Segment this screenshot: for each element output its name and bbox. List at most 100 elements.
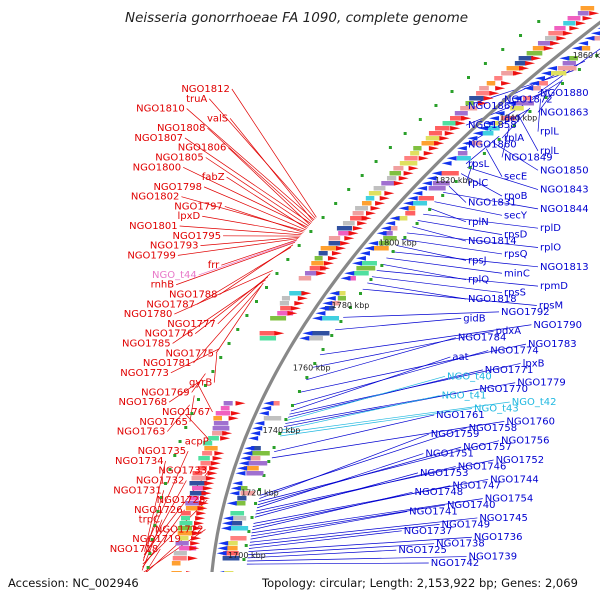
reverse-arrow <box>232 481 243 486</box>
forward-arrow <box>189 546 200 551</box>
forward-arrow <box>450 126 461 131</box>
label-connector <box>492 142 539 171</box>
gene-block <box>441 171 459 176</box>
forward-arrow <box>336 246 347 251</box>
label-connector <box>226 176 307 229</box>
reverse-arrow <box>261 406 272 411</box>
label-connector <box>184 137 312 224</box>
right-gene-label: pdxA <box>496 326 522 337</box>
left-gene-label: NGO1731 <box>113 485 162 496</box>
gene-block <box>562 61 576 66</box>
right-gene-label: rpoB <box>504 191 528 202</box>
left-gene-label: NGO1798 <box>153 182 202 193</box>
gene-block <box>336 226 352 231</box>
left-gene-label: NGO1734 <box>115 456 164 467</box>
gene-block <box>548 71 567 76</box>
forward-arrow <box>187 556 198 561</box>
label-connector <box>185 413 211 442</box>
reverse-arrow <box>523 86 534 91</box>
label-connector <box>362 288 537 306</box>
left-gene-label: NGO1788 <box>169 290 218 301</box>
label-connector <box>143 480 187 559</box>
reverse-arrow <box>237 466 248 471</box>
right-gene-label: NGO1751 <box>425 449 474 460</box>
reverse-arrow <box>258 411 269 416</box>
gene-block <box>378 241 390 246</box>
forward-arrow <box>235 401 246 406</box>
gene-block <box>545 36 558 41</box>
reverse-arrow <box>226 501 237 506</box>
label-connector <box>251 498 483 534</box>
left-gene-label: gyrB <box>189 378 212 389</box>
label-connector <box>248 543 435 556</box>
gene-block <box>309 266 326 271</box>
tick-mark <box>297 390 301 393</box>
reverse-arrow <box>229 491 240 496</box>
gene-block <box>383 231 393 236</box>
label-connector <box>417 220 503 235</box>
gene-block <box>232 516 247 521</box>
forward-arrow <box>408 166 419 171</box>
gene-block <box>220 406 230 411</box>
right-gene-label: NGO_t41 <box>442 391 487 402</box>
gene-block <box>368 191 382 196</box>
right-gene-label: NGO_t40 <box>447 371 492 382</box>
forward-arrow <box>200 496 211 501</box>
right-gene-label: NGO1737 <box>404 526 453 537</box>
gene-block <box>373 186 386 191</box>
forward-arrow <box>344 236 355 241</box>
right-gene-label: gidB <box>463 313 485 324</box>
reverse-arrow <box>505 101 516 106</box>
title-backdrop <box>118 6 478 28</box>
gene-block <box>251 446 261 451</box>
forward-arrow <box>220 436 231 441</box>
tick-mark <box>388 146 392 149</box>
gene-block <box>213 416 223 421</box>
scale-label: 1740 kbp <box>263 426 301 435</box>
forward-arrow <box>489 91 500 96</box>
reverse-arrow <box>250 431 261 436</box>
forward-arrow <box>331 251 342 256</box>
reverse-arrow <box>364 246 375 251</box>
left-gene-label: NGO1780 <box>124 309 173 320</box>
tick-mark <box>418 118 422 121</box>
map-title: Neisseria gonorrhoeae FA 1090, complete … <box>125 10 468 26</box>
right-gene-label: NGO1760 <box>506 416 555 427</box>
forward-arrow <box>204 481 215 486</box>
tick-mark <box>255 300 258 303</box>
reverse-arrow <box>242 451 253 456</box>
reverse-arrow <box>441 161 452 166</box>
label-connector <box>213 353 218 383</box>
scale-label: 1820 kbp <box>435 176 473 185</box>
forward-arrow <box>361 216 372 221</box>
tick-mark <box>196 398 200 401</box>
left-gene-label: NGO1765 <box>139 417 188 428</box>
left-gene-label: NGO1787 <box>146 299 195 310</box>
reverse-arrow <box>559 56 570 61</box>
gene-block <box>280 306 292 311</box>
tick-mark <box>247 530 251 533</box>
right-gene-label: rpsD <box>504 230 528 241</box>
gene-block <box>360 261 377 266</box>
reverse-arrow <box>376 231 387 236</box>
reverse-arrow <box>426 176 437 181</box>
right-gene-label: NGO1740 <box>447 500 496 511</box>
gene-block <box>318 251 328 256</box>
tick-mark <box>190 412 194 415</box>
reverse-arrow <box>240 456 251 461</box>
reverse-arrow <box>472 131 483 136</box>
forward-arrow <box>483 96 494 101</box>
right-gene-label: rpmD <box>540 281 568 292</box>
label-connector <box>280 408 473 437</box>
gene-block <box>179 536 189 541</box>
right-gene-label: rpsL <box>468 159 490 170</box>
scale-label: 1720 kbp <box>241 488 279 497</box>
forward-arrow <box>428 146 439 151</box>
label-connector <box>196 247 292 305</box>
gene-block <box>537 41 553 46</box>
forward-arrow <box>230 411 241 416</box>
left-gene-label: NGO1722 <box>155 524 204 535</box>
tick-mark <box>339 320 343 323</box>
label-connector <box>283 388 478 428</box>
right-gene-label: NGO1783 <box>528 339 577 350</box>
